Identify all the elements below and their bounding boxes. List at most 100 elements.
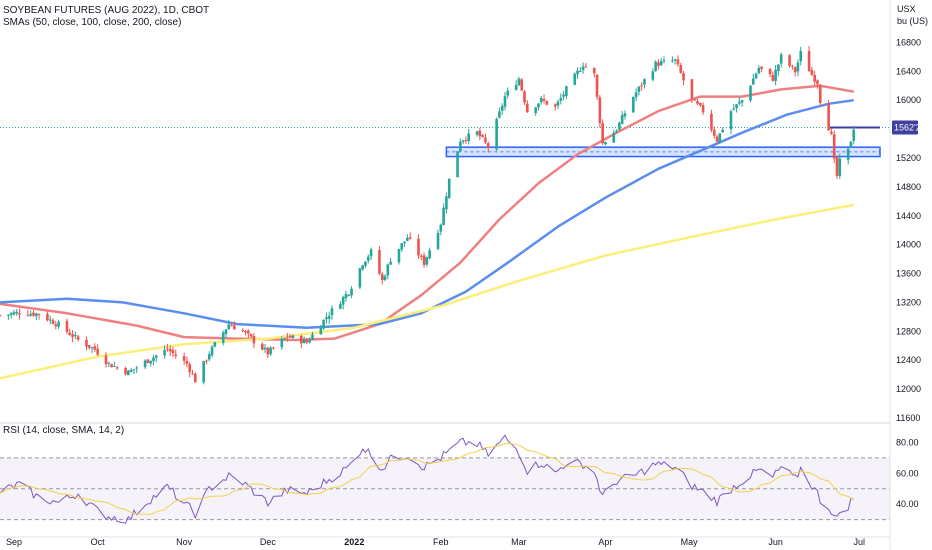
candle-body[interactable] (807, 50, 811, 72)
candle-body[interactable] (185, 360, 189, 364)
candle-body[interactable] (738, 101, 741, 104)
candle-body[interactable] (475, 131, 479, 135)
candle-body[interactable] (182, 356, 186, 361)
candle-body[interactable] (280, 339, 284, 348)
candle-body[interactable] (749, 85, 752, 101)
candle-body[interactable] (347, 294, 351, 296)
candle-body[interactable] (849, 141, 853, 148)
candle-body[interactable] (113, 366, 116, 368)
candle-body[interactable] (788, 55, 791, 66)
candle-body[interactable] (539, 98, 543, 103)
candle-body[interactable] (852, 129, 856, 141)
candle-body[interactable] (366, 256, 370, 261)
candle-body[interactable] (542, 99, 546, 101)
candle-body[interactable] (188, 364, 192, 373)
candle-body[interactable] (403, 241, 406, 244)
candle-body[interactable] (500, 106, 504, 111)
candle-body[interactable] (576, 70, 579, 75)
candle-body[interactable] (701, 105, 705, 113)
candle-body[interactable] (378, 250, 381, 274)
candle-body[interactable] (266, 347, 270, 355)
candle-body[interactable] (291, 335, 295, 338)
candle-body[interactable] (171, 350, 175, 354)
candle-body[interactable] (671, 60, 674, 62)
candle-body[interactable] (481, 135, 484, 137)
candle-body[interactable] (132, 369, 136, 371)
candle-body[interactable] (71, 334, 74, 338)
candle-body[interactable] (615, 130, 618, 132)
candle-body[interactable] (300, 335, 303, 344)
candle-body[interactable] (676, 59, 680, 65)
candle-body[interactable] (193, 373, 197, 383)
candle-body[interactable] (715, 136, 719, 142)
candle-body[interactable] (54, 324, 58, 327)
candle-body[interactable] (757, 67, 761, 74)
candle-body[interactable] (397, 248, 401, 263)
candle-body[interactable] (506, 90, 510, 96)
candle-body[interactable] (517, 78, 521, 86)
candle-body[interactable] (154, 355, 158, 358)
candle-body[interactable] (127, 370, 130, 376)
candle-body[interactable] (0, 315, 2, 317)
candle-body[interactable] (662, 60, 666, 62)
candle-body[interactable] (96, 348, 99, 355)
candle-body[interactable] (832, 134, 836, 159)
candle-body[interactable] (174, 354, 178, 356)
candle-body[interactable] (810, 70, 814, 76)
candle-body[interactable] (835, 157, 839, 176)
candle-body[interactable] (779, 54, 783, 64)
candle-body[interactable] (213, 342, 217, 347)
candle-body[interactable] (729, 111, 733, 130)
candle-body[interactable] (93, 346, 97, 350)
candle-body[interactable] (816, 80, 819, 85)
candle-body[interactable] (813, 74, 816, 82)
candle-body[interactable] (143, 360, 147, 368)
candle-body[interactable] (682, 73, 685, 81)
candle-body[interactable] (654, 61, 657, 72)
candle-body[interactable] (115, 367, 119, 369)
candle-body[interactable] (330, 308, 334, 316)
candle-body[interactable] (241, 330, 245, 332)
candle-body[interactable] (18, 313, 21, 315)
candle-body[interactable] (467, 133, 471, 142)
candle-body[interactable] (735, 104, 738, 108)
price-pane[interactable] (0, 45, 890, 385)
rsi-pane[interactable] (0, 434, 890, 524)
candle-body[interactable] (76, 336, 80, 340)
candle-body[interactable] (361, 265, 364, 270)
candle-body[interactable] (166, 348, 169, 350)
candle-body[interactable] (263, 347, 267, 350)
candle-body[interactable] (793, 67, 797, 73)
candle-body[interactable] (358, 268, 362, 288)
candle-body[interactable] (768, 68, 772, 75)
candle-body[interactable] (651, 71, 655, 80)
candle-body[interactable] (244, 331, 247, 333)
sma-line-50[interactable] (0, 84, 854, 342)
candle-body[interactable] (227, 324, 231, 330)
candle-body[interactable] (595, 74, 599, 97)
candle-body[interactable] (659, 61, 663, 66)
candle-body[interactable] (545, 100, 549, 105)
candle-body[interactable] (135, 367, 139, 369)
candle-body[interactable] (632, 97, 635, 113)
candle-body[interactable] (573, 73, 577, 85)
candle-body[interactable] (657, 62, 660, 66)
candle-body[interactable] (110, 364, 113, 368)
candle-body[interactable] (302, 339, 306, 344)
candle-body[interactable] (838, 158, 842, 177)
candle-body[interactable] (693, 99, 697, 101)
candle-body[interactable] (581, 66, 585, 70)
candle-body[interactable] (210, 346, 214, 356)
candle-body[interactable] (640, 85, 643, 87)
candle-body[interactable] (442, 207, 445, 225)
candle-body[interactable] (559, 97, 563, 101)
candle-body[interactable] (740, 100, 744, 103)
candle-body[interactable] (428, 250, 431, 259)
candle-body[interactable] (247, 330, 250, 334)
candle-body[interactable] (406, 237, 409, 241)
candle-body[interactable] (732, 108, 736, 110)
candle-body[interactable] (233, 325, 236, 330)
candle-body[interactable] (311, 334, 314, 340)
candle-body[interactable] (249, 333, 253, 337)
